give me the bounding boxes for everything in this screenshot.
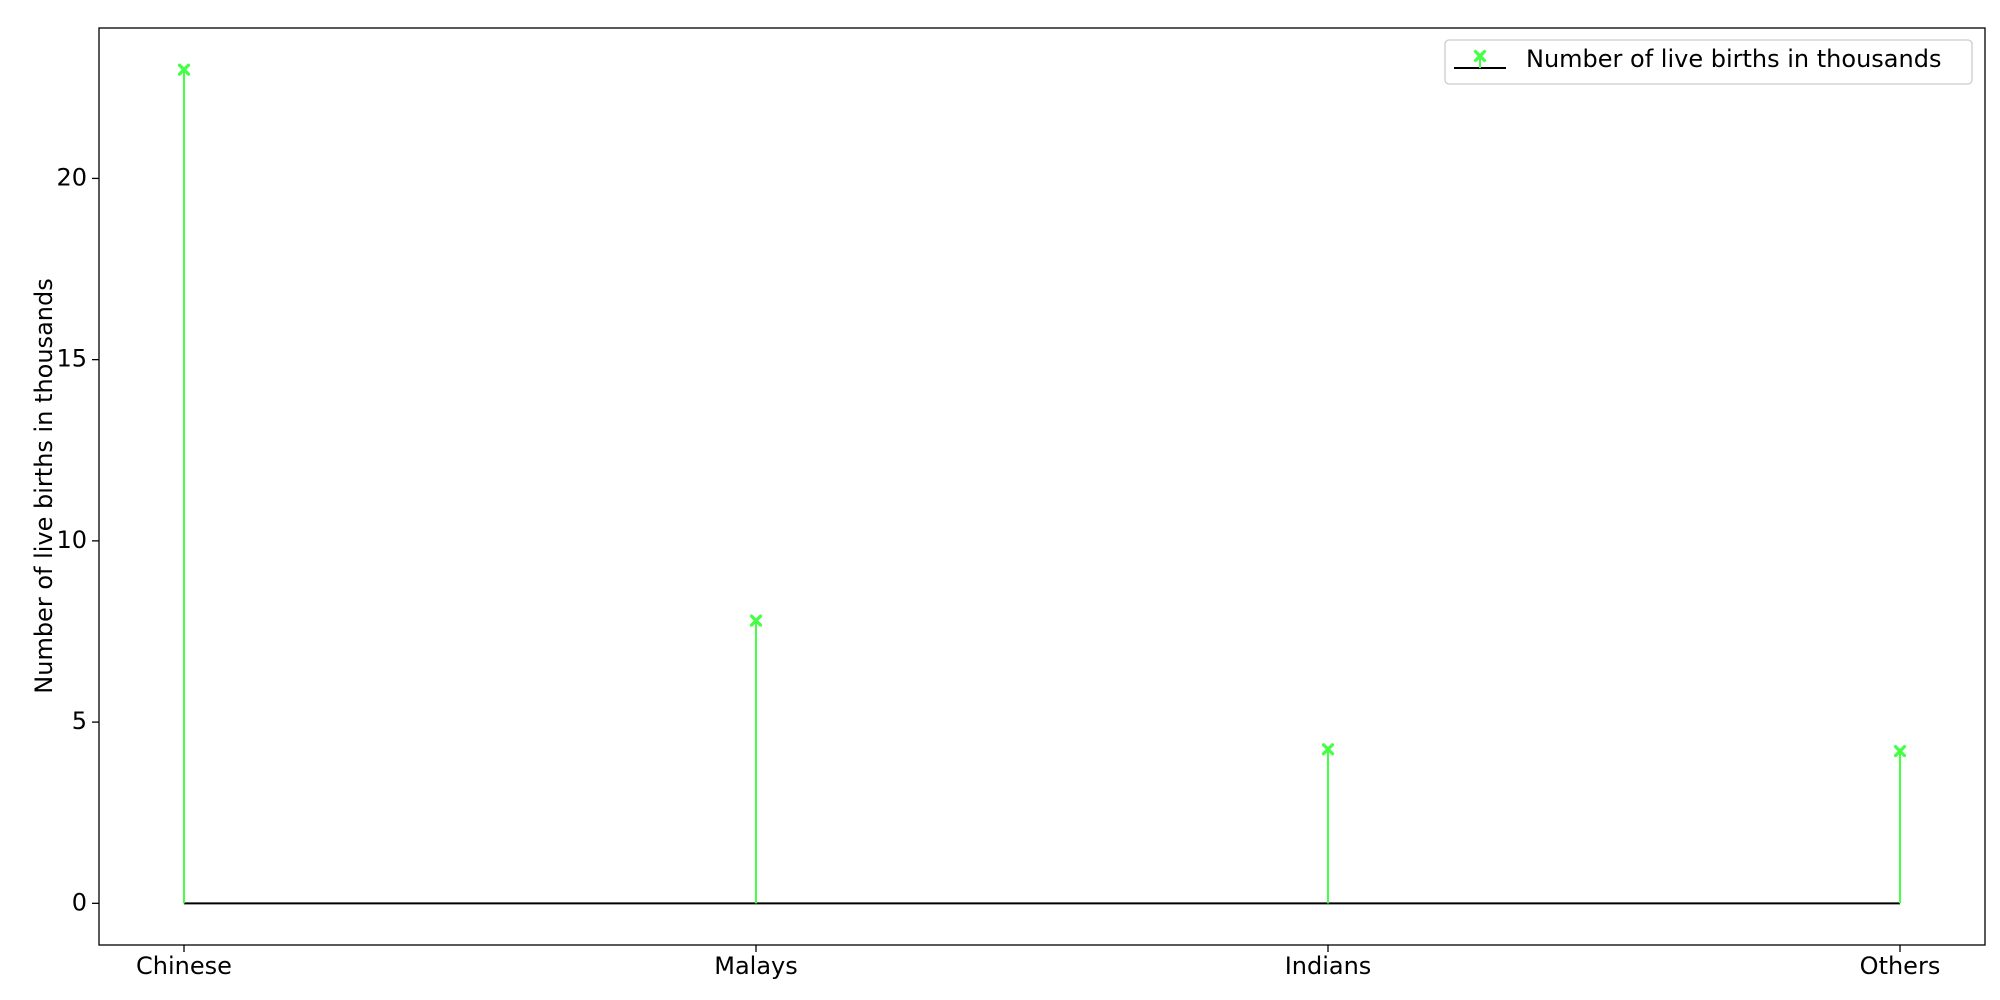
y-tick-label: 20 [56, 163, 87, 191]
y-axis-label: Number of live births in thousands [30, 278, 58, 693]
y-ticks: 0 5 10 15 20 [56, 163, 99, 916]
y-tick-label: 5 [72, 707, 87, 735]
stem-marker [1893, 744, 1907, 758]
stem-marker [177, 63, 191, 76]
y-tick-label: 10 [56, 526, 87, 554]
legend-label: Number of live births in thousands [1526, 45, 1941, 73]
legend-marker-x [1473, 49, 1487, 63]
stem-marker [749, 614, 763, 627]
x-ticks: Chinese Malays Indians Others [136, 945, 1940, 980]
plot-frame [98, 27, 1986, 946]
stem-marker [1321, 743, 1335, 756]
legend-marker [1473, 49, 1487, 63]
x-tick-label: Indians [1285, 952, 1372, 980]
stems [177, 63, 1907, 904]
x-tick-label: Others [1860, 952, 1941, 980]
x-tick-label: Malays [714, 952, 798, 980]
y-tick-label: 0 [72, 888, 87, 916]
legend-box [1444, 39, 1973, 85]
y-tick-label: 15 [56, 345, 87, 373]
legend: Number of live births in thousands [1444, 39, 1973, 85]
x-tick-label: Chinese [136, 952, 232, 980]
